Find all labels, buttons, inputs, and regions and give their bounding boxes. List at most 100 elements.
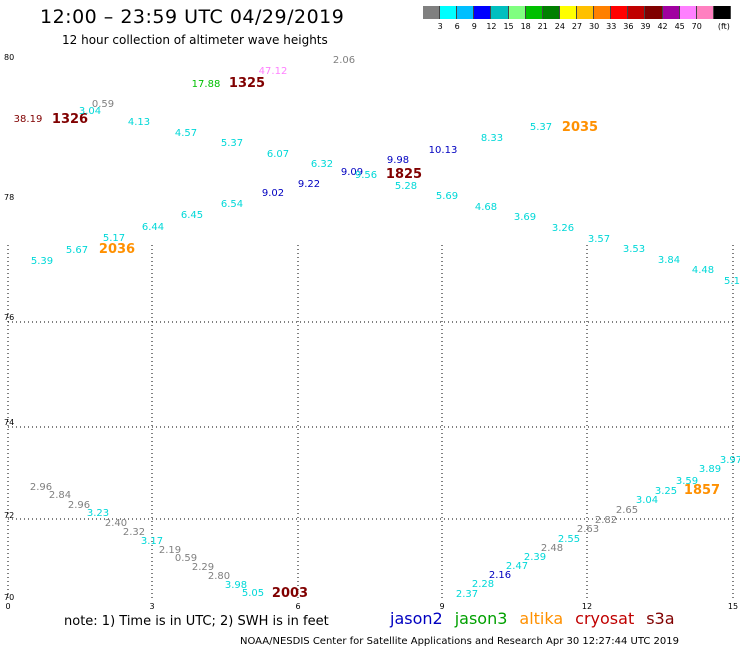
colorbar-swatch [440,6,458,19]
pass-time-label: 1325 [229,76,265,91]
legend-s3a: s3a [646,609,675,628]
wave-height-label: 5.67 [66,245,88,256]
map-grid [7,245,734,600]
wave-height-label: 3.53 [623,244,645,255]
wave-height-label: 6.45 [181,210,203,221]
wave-height-label: 8.33 [481,133,503,144]
wave-height-label: 3.98 [225,580,247,591]
colorbar-swatch [559,6,577,19]
satellite-legend: jason2 jason3 altika cryosat s3a [390,609,687,628]
y-tick-label: 72 [4,511,14,520]
colorbar-label: 70 [691,22,702,31]
pass-time-label: 1326 [52,112,88,127]
wave-height-label: 2.47 [506,561,528,572]
colorbar-label: 9 [471,22,477,31]
wave-height-label: 2.19 [159,545,181,556]
colorbar-label: (ft) [717,22,730,31]
colorbar-swatch [423,6,441,19]
wave-height-label: 3.97 [720,455,740,466]
pass-time-label: 2003 [272,586,308,601]
wave-height-label: 9.22 [298,179,320,190]
wave-height-label: 0.59 [175,553,197,564]
colorbar-swatch [525,6,543,19]
wave-height-label: 5.37 [221,138,243,149]
colorbar-swatch [594,6,612,19]
colorbar-swatch [508,6,526,19]
wave-height-label: 4.13 [128,117,150,128]
wave-height-label: 3.84 [658,255,680,266]
colorbar-labels: 3 6 9 12 15 18 21 24 27 30 33 36 39 42 45 70 (ft) [423,22,740,34]
wave-height-colorbar [423,6,731,19]
x-tick-label: 12 [582,602,592,610]
y-tick-label: 76 [4,313,14,322]
wave-height-label: 3.59 [676,476,698,487]
pass-time-label: 1857 [684,483,720,498]
y-tick-label: 78 [4,193,14,202]
wave-height-label: 3.04 [636,495,658,506]
wave-height-label: 3.23 [87,508,109,519]
wave-height-label: 2.39 [524,552,546,563]
wave-height-label: 38.19 [14,114,43,125]
footer-note: note: 1) Time is in UTC; 2) SWH is in fe… [64,614,329,629]
wave-height-label: 2.55 [558,534,580,545]
colorbar-swatch [662,6,680,19]
wave-height-label: 2.29 [192,562,214,573]
wave-height-label: 2.06 [333,55,355,66]
wave-height-label: 3.69 [514,212,536,223]
colorbar-swatch [713,6,731,19]
wave-height-label: 5.17 [103,233,125,244]
y-tick-label: 74 [4,418,14,427]
colorbar-swatch [696,6,714,19]
colorbar-swatch [457,6,475,19]
wave-height-label: 6.32 [311,159,333,170]
y-tick-label: 80 [4,53,14,62]
wave-height-label: 2.32 [123,527,145,538]
legend-altika: altika [519,609,564,628]
wave-height-label: 5.39 [31,256,53,267]
colorbar-swatch [628,6,646,19]
wave-height-label: 2.82 [595,515,617,526]
wave-height-label: 9.02 [262,188,284,199]
x-tick-label: 6 [295,602,300,610]
wave-height-label: 2.28 [472,579,494,590]
wave-height-label: 2.48 [541,543,563,554]
colorbar-label: 36 [623,22,634,31]
y-tick-label: 70 [4,593,14,602]
wave-height-label: 4.48 [692,265,714,276]
x-tick-label: 15 [728,602,738,610]
colorbar-label: 21 [537,22,548,31]
credit-line: NOAA/NESDIS Center for Satellite Applica… [240,636,679,647]
colorbar-swatch [474,6,492,19]
pass-time-label: 2036 [99,242,135,257]
wave-height-label: 17.88 [192,79,221,90]
axis-ticks: 80 78 76 74 72 700 3 6 9 12 15 [4,53,738,610]
colorbar-swatch [491,6,509,19]
wave-height-label: 2.37 [456,589,478,600]
map-title: 12:00 – 23:59 UTC 04/29/2019 [40,6,345,28]
wave-height-label: 4.57 [175,128,197,139]
wave-height-label: 5.1 [724,276,740,287]
x-tick-label: 9 [439,602,444,610]
legend-jason3: jason3 [454,609,508,628]
wave-height-label: 6.07 [267,149,289,160]
legend-jason2: jason2 [390,609,443,628]
x-tick-label: 3 [149,602,154,610]
colorbar-label: 45 [674,22,685,31]
wave-height-label: 0.59 [92,99,114,110]
pass-time-label: 1825 [386,167,422,182]
altimeter-map-plot: 80 78 76 74 72 700 3 6 9 12 15 38.19 1326 3.04 0.59 4.… [4,53,740,610]
x-tick-label: 0 [5,602,10,610]
colorbar-label: 6 [454,22,460,31]
wave-height-label: 3.89 [699,464,721,475]
wave-height-label: 2.84 [49,490,71,501]
wave-height-label: 2.16 [489,570,511,581]
wave-height-label: 3.57 [588,234,610,245]
wave-height-label: 2.96 [30,482,52,493]
colorbar-swatch [542,6,560,19]
colorbar-swatch [679,6,697,19]
colorbar-label: 24 [554,22,565,31]
wave-height-label: 2.63 [577,524,599,535]
wave-height-label: 4.68 [475,202,497,213]
wave-height-label: 3.25 [655,486,677,497]
